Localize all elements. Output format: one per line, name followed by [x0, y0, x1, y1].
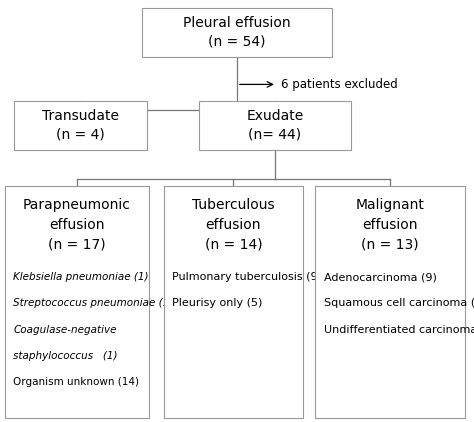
Text: Klebsiella pneumoniae (1): Klebsiella pneumoniae (1)	[13, 272, 149, 282]
Text: Organism unknown (14): Organism unknown (14)	[13, 377, 139, 387]
Text: Adenocarcinoma (9): Adenocarcinoma (9)	[324, 272, 437, 282]
Text: Coagulase-negative: Coagulase-negative	[13, 325, 117, 335]
Text: Malignant: Malignant	[356, 197, 424, 212]
Text: Pulmonary tuberculosis (9): Pulmonary tuberculosis (9)	[172, 272, 322, 282]
Text: (n = 14): (n = 14)	[205, 238, 262, 252]
FancyBboxPatch shape	[199, 101, 351, 150]
FancyBboxPatch shape	[5, 186, 149, 418]
Text: (n= 44): (n= 44)	[248, 128, 301, 142]
Text: Pleural effusion: Pleural effusion	[183, 16, 291, 30]
FancyBboxPatch shape	[14, 101, 147, 150]
Text: Parapneumonic: Parapneumonic	[23, 197, 131, 212]
Text: (n = 4): (n = 4)	[56, 128, 105, 142]
FancyBboxPatch shape	[142, 8, 332, 57]
FancyBboxPatch shape	[164, 186, 303, 418]
Text: 6 patients excluded: 6 patients excluded	[281, 78, 397, 91]
Text: staphylococcus   (1): staphylococcus (1)	[13, 351, 118, 361]
Text: Squamous cell carcinoma (3): Squamous cell carcinoma (3)	[324, 298, 474, 308]
Text: Exudate: Exudate	[246, 109, 303, 123]
Text: Undifferentiated carcinoma (1): Undifferentiated carcinoma (1)	[324, 325, 474, 335]
Text: (n = 54): (n = 54)	[208, 35, 266, 49]
FancyBboxPatch shape	[315, 186, 465, 418]
Text: Streptococcus pneumoniae (1): Streptococcus pneumoniae (1)	[13, 298, 173, 308]
Text: (n = 17): (n = 17)	[48, 238, 106, 252]
Text: effusion: effusion	[362, 217, 418, 232]
Text: effusion: effusion	[206, 217, 261, 232]
Text: effusion: effusion	[49, 217, 105, 232]
Text: (n = 13): (n = 13)	[361, 238, 419, 252]
Text: Transudate: Transudate	[42, 109, 119, 123]
Text: Pleurisy only (5): Pleurisy only (5)	[172, 298, 263, 308]
Text: Tuberculous: Tuberculous	[192, 197, 275, 212]
